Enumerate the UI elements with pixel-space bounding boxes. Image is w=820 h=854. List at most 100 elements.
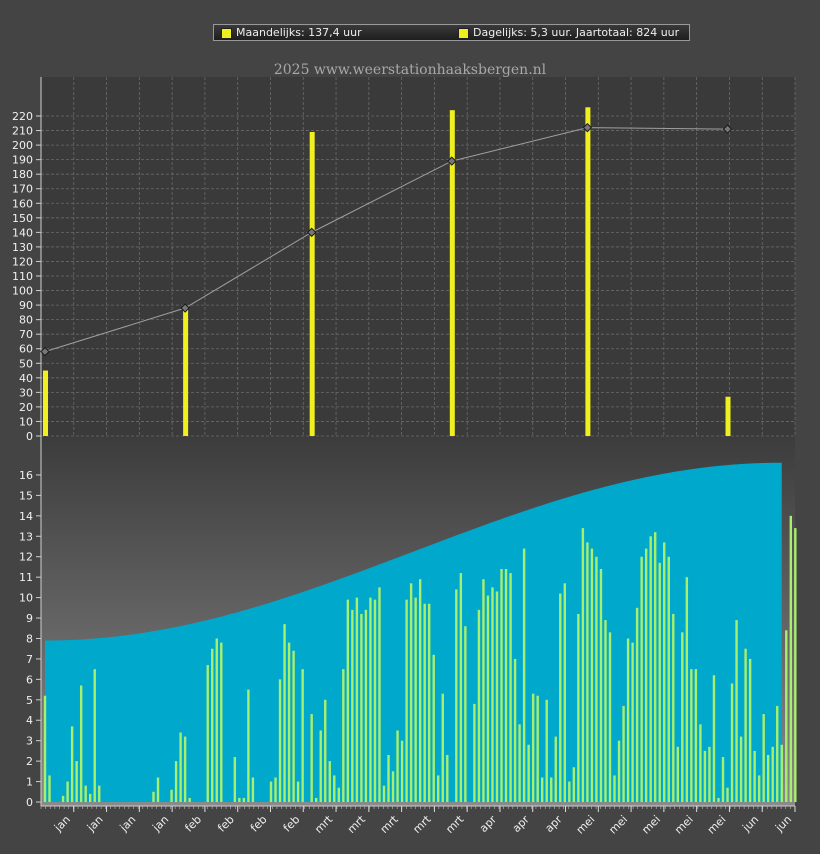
x-tick-label: mei — [639, 813, 663, 837]
monthly-bar — [309, 132, 315, 436]
top-grid — [40, 77, 796, 437]
daily-bar — [346, 599, 350, 802]
top-y-tick-label: 130 — [12, 241, 33, 254]
daily-bar — [536, 695, 539, 802]
x-tick-label: mrt — [378, 812, 402, 836]
daily-bar — [79, 685, 83, 802]
daily-bar — [491, 587, 494, 802]
top-y-tick-label: 90 — [19, 299, 33, 312]
daily-bar — [757, 775, 761, 802]
x-tick-label: mei — [672, 813, 696, 837]
daily-bar — [156, 777, 160, 802]
daily-bar — [251, 777, 255, 802]
x-tick-label: apr — [543, 813, 565, 835]
top-y-tick-label: 50 — [19, 357, 33, 370]
daily-bar — [61, 795, 65, 802]
daily-bar — [459, 573, 463, 802]
x-tick-label: apr — [477, 813, 499, 835]
daily-bar — [446, 754, 449, 802]
daily-bar — [776, 705, 779, 802]
daily-bar — [608, 632, 612, 802]
daily-bar — [581, 528, 585, 802]
daily-bar — [477, 609, 481, 802]
bottom-y-tick-label: 14 — [19, 510, 33, 523]
daily-bar — [432, 654, 435, 802]
top-y-tick-label: 160 — [12, 197, 33, 210]
top-y-axis: 0102030405060708090100110120130140150160… — [12, 77, 42, 806]
daily-bar — [428, 603, 431, 802]
bottom-y-tick-label: 1 — [26, 776, 33, 789]
daily-bar — [66, 781, 69, 802]
top-y-tick-label: 170 — [12, 183, 33, 196]
bottom-y-tick-label: 9 — [26, 612, 33, 625]
daily-bar — [658, 562, 661, 802]
bottom-y-tick-label: 7 — [26, 653, 33, 666]
bottom-y-tick-label: 13 — [19, 530, 33, 543]
daily-bar — [631, 642, 634, 802]
daily-bar — [170, 789, 173, 802]
bottom-y-tick-label: 2 — [26, 755, 33, 768]
x-tick-label: feb — [281, 813, 303, 835]
daily-bar — [590, 548, 594, 802]
top-y-tick-label: 220 — [12, 110, 33, 123]
daily-bar — [319, 730, 322, 802]
bottom-y-tick-label: 6 — [26, 673, 33, 686]
cumulative-point — [306, 227, 317, 238]
daily-bar — [550, 777, 553, 802]
cumulative-point — [722, 124, 733, 134]
daily-bar — [183, 736, 187, 802]
monthly-legend-swatch — [221, 28, 232, 39]
daily-bar — [206, 665, 209, 802]
daily-bar — [310, 714, 313, 802]
x-tick-label: feb — [182, 813, 204, 835]
top-y-tick-label: 80 — [19, 314, 33, 327]
top-y-tick-label: 60 — [19, 343, 33, 356]
daily-bar — [337, 787, 340, 802]
bottom-y-tick-label: 4 — [26, 714, 33, 727]
monthly-legend-label: Maandelijks: 137,4 uur — [236, 26, 362, 39]
daily-bar — [622, 705, 625, 802]
daily-bar — [495, 591, 499, 802]
daily-bar — [274, 777, 277, 802]
daily-bar — [685, 577, 689, 802]
x-tick-label: mrt — [443, 812, 467, 836]
daily-bar — [292, 650, 295, 802]
daily-bar — [726, 787, 729, 802]
daily-bar — [405, 599, 408, 802]
daily-bar — [400, 740, 404, 802]
daily-bar — [794, 528, 797, 802]
daily-bar — [739, 736, 743, 802]
top-y-tick-label: 120 — [12, 255, 33, 268]
monthly-bar — [43, 370, 48, 436]
daily-bar — [753, 750, 756, 802]
daily-bars — [43, 515, 797, 802]
daily-bar — [789, 515, 792, 802]
daily-bar — [455, 589, 458, 802]
daily-bar — [473, 703, 476, 802]
daily-bar — [527, 744, 530, 802]
monthly-bars — [43, 107, 731, 437]
daily-bar — [278, 679, 282, 802]
daily-bar — [613, 775, 616, 802]
daily-bar — [708, 746, 711, 802]
top-y-tick-label: 150 — [12, 212, 33, 225]
daily-bar — [690, 669, 693, 802]
chart-title: 2025 www.weerstationhaaksbergen.nl — [273, 62, 547, 78]
daily-bar — [269, 781, 273, 802]
daily-bar — [242, 797, 246, 802]
daily-bar — [409, 583, 413, 802]
daily-bar — [378, 587, 381, 802]
top-y-tick-label: 0 — [26, 430, 33, 443]
daily-bar — [509, 573, 512, 802]
top-y-tick-label: 200 — [12, 139, 33, 152]
daily-bar — [233, 757, 237, 802]
daily-bar — [486, 595, 490, 802]
daily-bar — [328, 761, 331, 802]
daily-bar — [387, 754, 390, 802]
daily-bar — [522, 548, 526, 802]
top-y-tick-label: 210 — [12, 125, 33, 138]
daily-bar — [649, 536, 652, 802]
